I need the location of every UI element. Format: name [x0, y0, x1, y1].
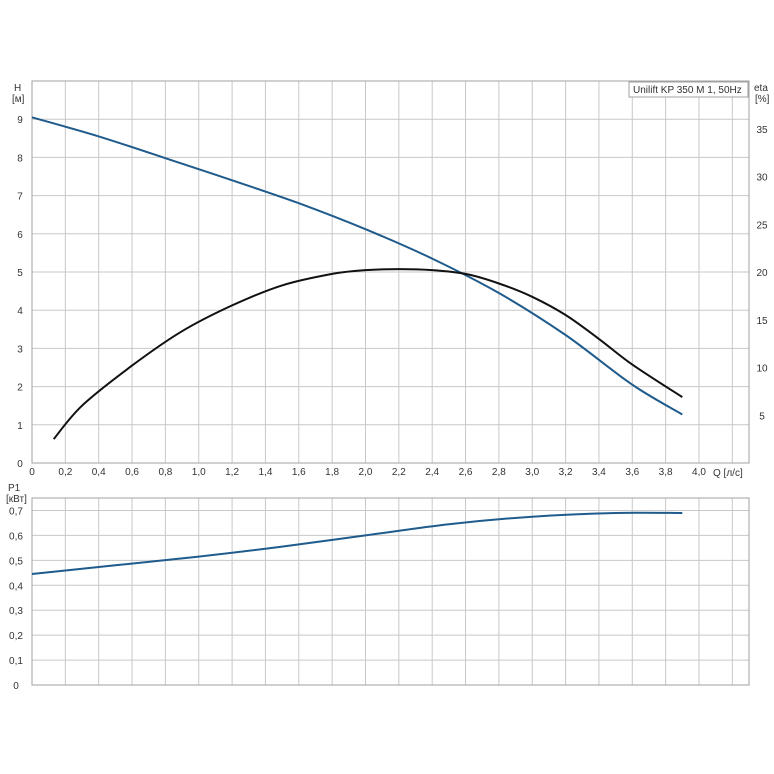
x-tick-label: 3,0: [525, 467, 539, 478]
x-tick-label: 2,6: [459, 467, 473, 478]
x-tick-label: 0,4: [92, 467, 106, 478]
efficiency-tick-label: 10: [756, 364, 768, 375]
flow-axis-ticks: 0 0,2 0,4 0,6 0,8 1,0 1,2 1,4 1,6 1,8 2,0 2,2 2,4 2,6…: [29, 467, 706, 478]
head-axis-unit: [м]: [12, 94, 25, 105]
efficiency-axis-ticks: 5 10 15 20 25 30 35: [756, 125, 768, 423]
x-tick-label: 0,2: [58, 467, 72, 478]
x-tick-label: 0,6: [125, 467, 139, 478]
head-curve-line: [31, 116, 683, 416]
x-tick-label: 2,8: [492, 467, 506, 478]
efficiency-tick-label: 25: [756, 220, 768, 231]
x-tick-label: 3,6: [625, 467, 639, 478]
x-tick-label: 3,4: [592, 467, 606, 478]
head-tick-label: 9: [17, 115, 23, 126]
x-tick-label: 1,2: [225, 467, 239, 478]
bottom-plot-frame: [31, 497, 750, 686]
x-tick-label: 1,6: [292, 467, 306, 478]
x-tick-label: 0,8: [158, 467, 172, 478]
head-tick-label: 7: [17, 192, 23, 203]
x-tick-label: 1,4: [258, 467, 272, 478]
head-tick-label: 6: [17, 230, 23, 241]
power-tick-label: 0: [13, 681, 19, 692]
head-axis-label: H: [14, 83, 21, 94]
efficiency-axis-label: eta: [754, 83, 768, 94]
power-axis-label: P1: [8, 483, 21, 494]
head-tick-label: 3: [17, 344, 23, 355]
power-axis-unit: [кВт]: [6, 494, 27, 505]
power-tick-label: 0,2: [9, 631, 23, 642]
efficiency-tick-label: 15: [756, 316, 768, 327]
chart-title: Unilift KP 350 M 1, 50Hz: [633, 85, 742, 96]
power-tick-label: 0,4: [9, 581, 23, 592]
head-tick-label: 0: [17, 459, 23, 470]
x-tick-label: 2,2: [392, 467, 406, 478]
chart-title-box: Unilift KP 350 M 1, 50Hz: [628, 81, 749, 98]
bottom-chart-grid: [31, 498, 749, 685]
top-chart-grid: [31, 80, 749, 463]
x-tick-label: 4,0: [692, 467, 706, 478]
efficiency-curve-line: [52, 268, 683, 440]
flow-axis-label: Q [л/с]: [713, 468, 743, 479]
top-plot-frame: [31, 80, 750, 464]
series-layer: [31, 116, 683, 575]
power-axis-ticks: 0 0,1 0,2 0,3 0,4 0,5 0,6 0,7: [9, 506, 23, 692]
x-tick-label: 1,0: [192, 467, 206, 478]
efficiency-tick-label: 5: [759, 411, 765, 422]
head-tick-label: 1: [17, 421, 23, 432]
head-tick-label: 2: [17, 383, 23, 394]
head-tick-label: 4: [17, 306, 23, 317]
power-tick-label: 0,7: [9, 506, 23, 517]
x-tick-label: 0: [29, 467, 35, 478]
efficiency-tick-label: 20: [756, 268, 768, 279]
x-tick-label: 3,8: [659, 467, 673, 478]
power-tick-label: 0,3: [9, 606, 23, 617]
head-tick-label: 8: [17, 153, 23, 164]
efficiency-tick-label: 30: [756, 173, 768, 184]
power-tick-label: 0,5: [9, 556, 23, 567]
efficiency-tick-label: 35: [756, 125, 768, 136]
x-tick-label: 3,2: [559, 467, 573, 478]
x-tick-label: 2,0: [359, 467, 373, 478]
power-curve-line: [31, 511, 683, 575]
x-tick-label: 2,4: [425, 467, 439, 478]
power-tick-label: 0,6: [9, 531, 23, 542]
x-tick-label: 1,8: [325, 467, 339, 478]
efficiency-axis-unit: [%]: [755, 94, 770, 105]
head-tick-label: 5: [17, 268, 23, 279]
head-axis-ticks: 0 1 2 3 4 5 6 7 8 9: [17, 115, 23, 470]
power-tick-label: 0,1: [9, 656, 23, 667]
